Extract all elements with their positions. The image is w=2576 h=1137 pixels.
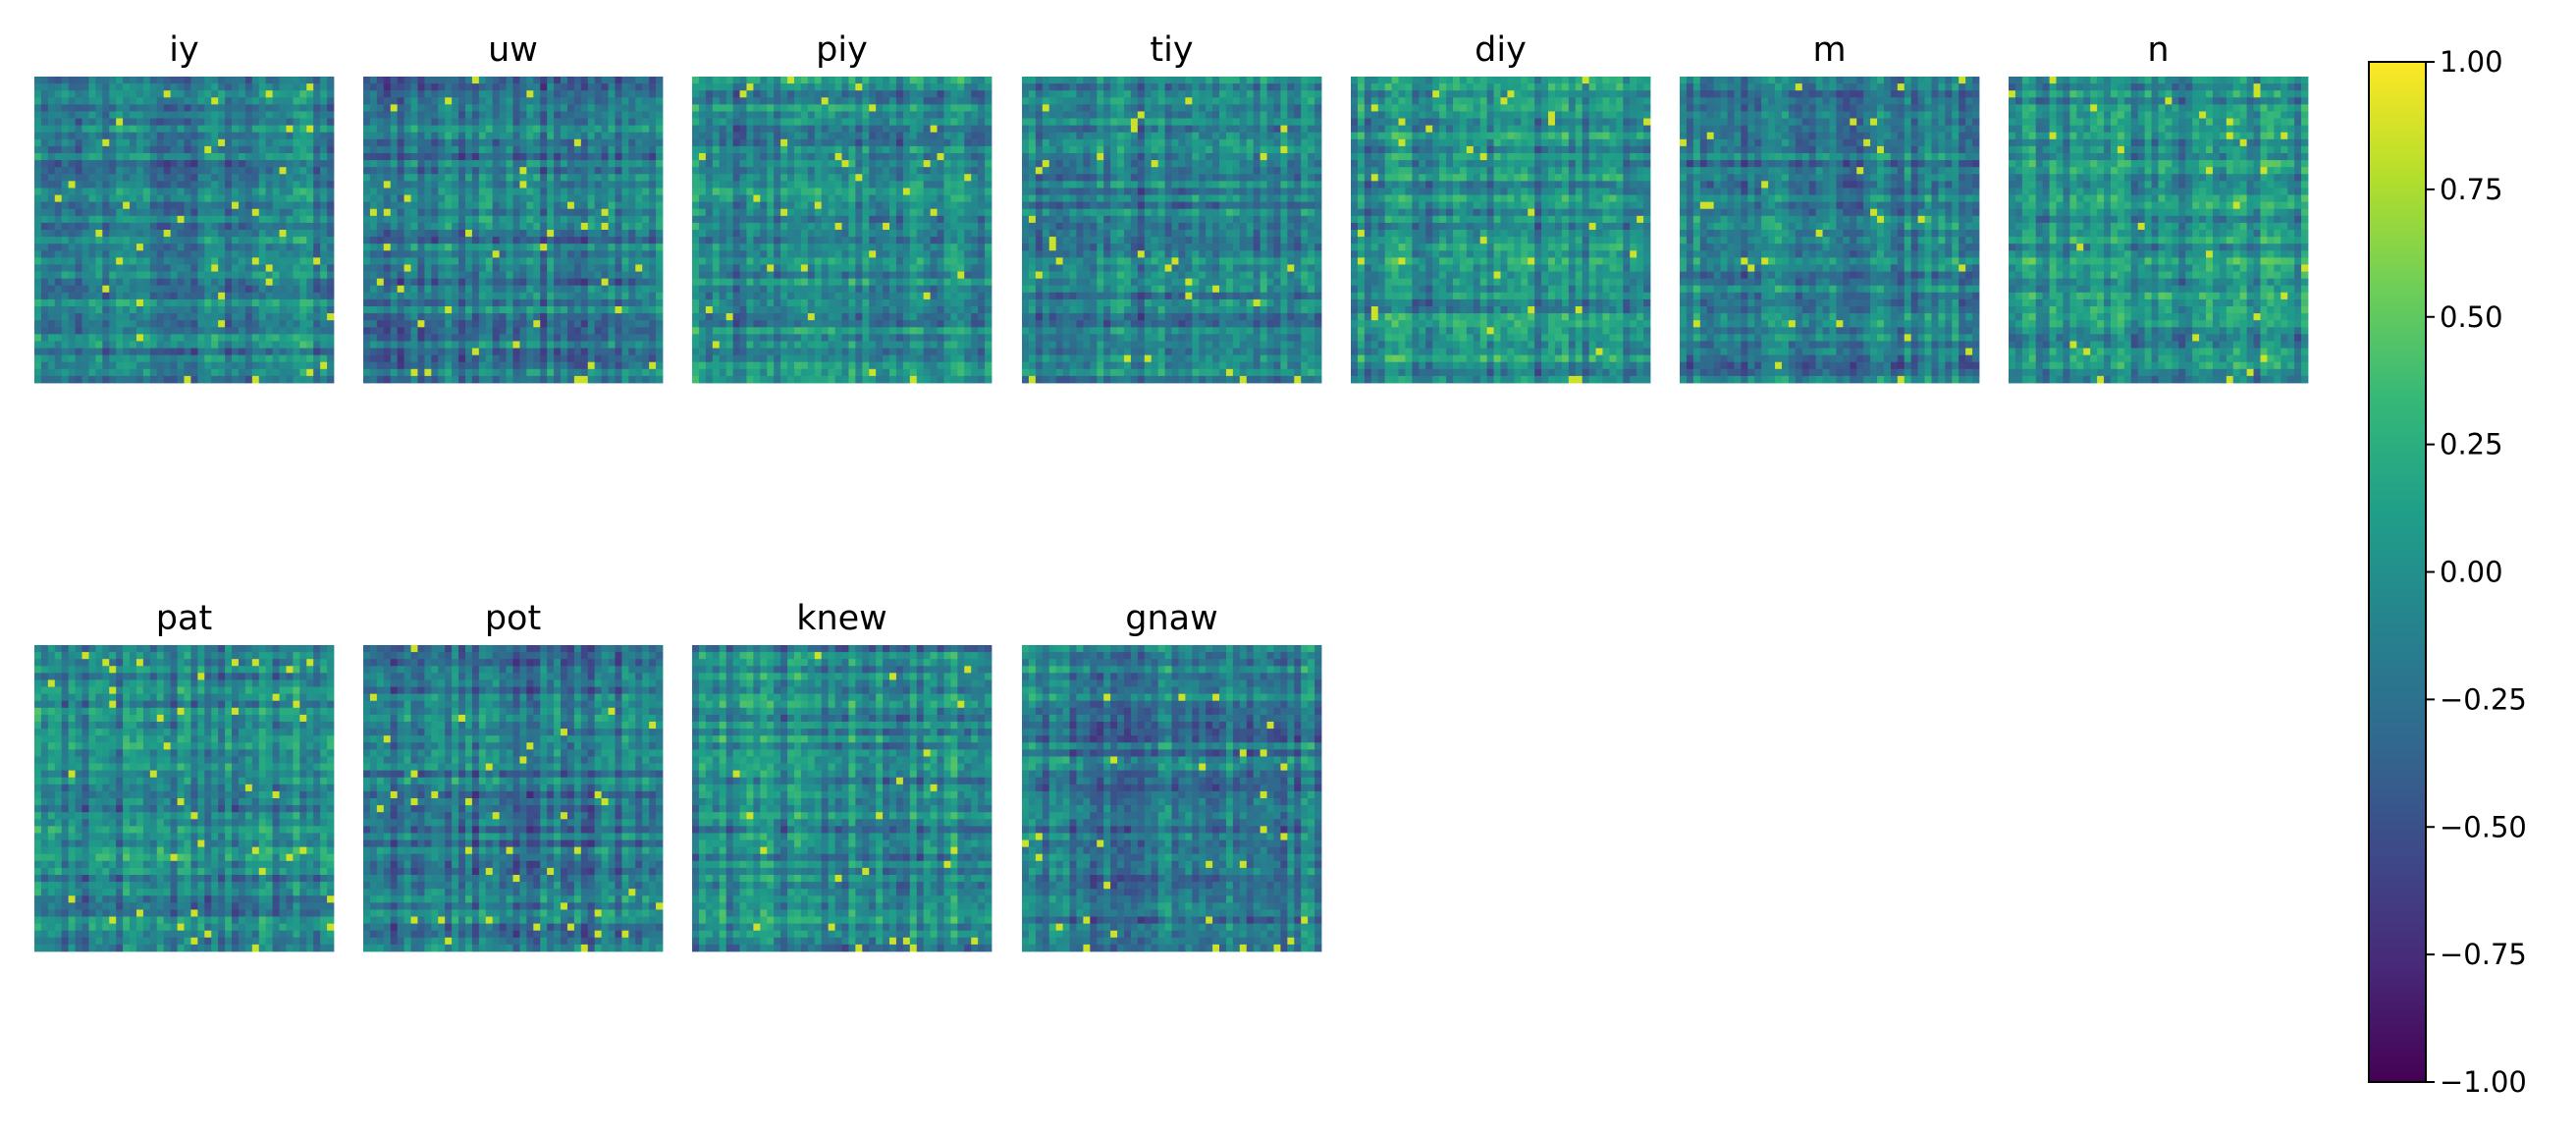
panel-title: gnaw: [1125, 599, 1217, 638]
panel-title: diy: [1475, 30, 1527, 70]
heatmap-panel-uw: uw: [363, 30, 664, 384]
panel-title: knew: [796, 599, 887, 638]
heatmap-panel-iy: iy: [34, 30, 335, 384]
heatmap-panel-m: m: [1680, 30, 1980, 384]
colorbar-tick-label: −0.50: [2440, 810, 2527, 843]
heatmap-panel-tiy: tiy: [1022, 30, 1322, 384]
panel-title: piy: [816, 30, 868, 70]
colorbar: 1.00 0.75 0.50 0.25 0.00 −0.25 −0.50 −0.75 −1.00: [2368, 45, 2527, 1099]
heatmap-panel-knew: knew: [692, 599, 993, 952]
heatmap-panels: iy uw piy tiy diy m n pat pot knew gnaw: [34, 30, 2309, 952]
panel-title: pot: [485, 599, 541, 638]
colorbar-tick-label: 0.00: [2440, 556, 2503, 589]
panel-title: m: [1812, 30, 1846, 70]
colorbar-tick-label: 0.50: [2440, 300, 2503, 334]
colorbar-ticks: 1.00 0.75 0.50 0.25 0.00 −0.25 −0.50 −0.75 −1.00: [2426, 45, 2527, 1099]
panel-title: tiy: [1150, 30, 1193, 70]
colorbar-tick-label: 0.75: [2440, 173, 2503, 206]
heatmap-panel-pot: pot: [363, 599, 664, 952]
colorbar-tick-label: −1.00: [2440, 1065, 2527, 1099]
colorbar-tick-label: 0.25: [2440, 428, 2503, 461]
heatmap-panel-piy: piy: [692, 30, 993, 384]
heatmap-panel-n: n: [2009, 30, 2309, 384]
colorbar-tick-label: −0.75: [2440, 938, 2527, 971]
colorbar-tick-label: −0.25: [2440, 682, 2527, 716]
panel-title: uw: [488, 30, 538, 70]
colorbar-tick-label: 1.00: [2440, 45, 2503, 79]
heatmap-panel-pat: pat: [34, 599, 335, 952]
panel-title: pat: [156, 599, 212, 638]
panel-title: n: [2147, 30, 2169, 70]
heatmap-panel-gnaw: gnaw: [1022, 599, 1322, 952]
colorbar-gradient: [2368, 61, 2427, 1083]
heatmap-panel-diy: diy: [1351, 30, 1651, 384]
panel-title: iy: [169, 30, 198, 70]
